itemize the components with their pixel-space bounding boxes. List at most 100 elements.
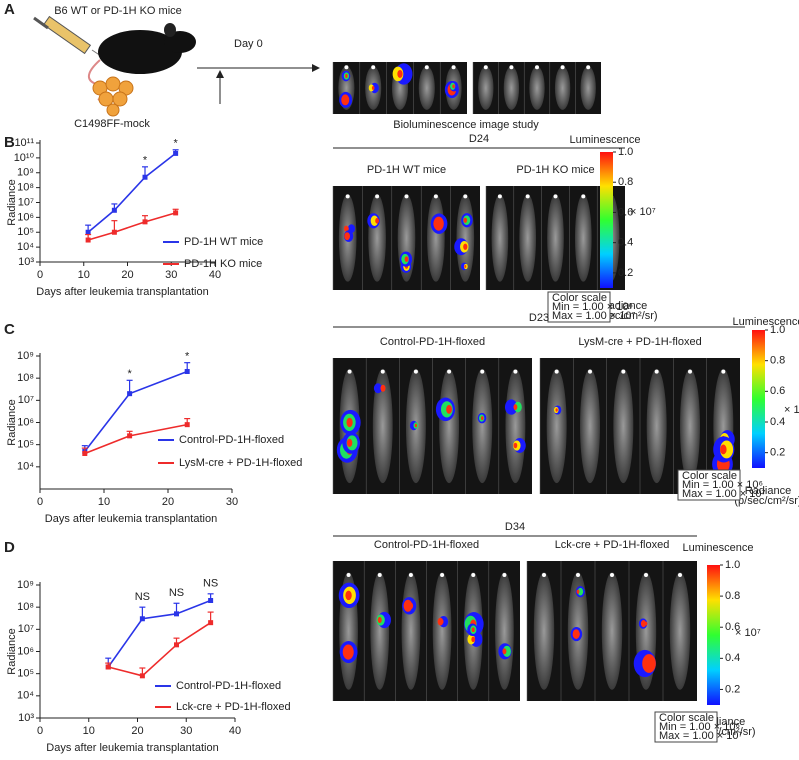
point [184,422,190,428]
signal [463,243,468,250]
x-tick-label: 20 [121,269,133,281]
x-tick-label: 30 [180,725,192,737]
mouse-head-signal [424,65,429,70]
signal [370,215,379,226]
mouse-head-signal [471,573,476,577]
mouse-head-signal [621,369,626,374]
mouse [491,194,509,282]
colorbar-tick-label: 0.4 [770,416,785,428]
signal [345,74,348,78]
signal [408,602,414,610]
mouse-head-signal [345,194,350,199]
panel-letter: A [4,1,15,18]
annotation: NS [169,587,184,599]
point [174,642,179,648]
mouse-head-signal [509,65,514,70]
color-scale-text: Color scale [552,292,607,304]
mouse [546,368,567,484]
point [127,433,133,439]
annotation: NS [203,578,218,590]
day-label: Day 0 [234,38,263,50]
signal [640,620,647,628]
series-line [87,152,177,233]
colorbar [752,330,765,468]
colorbar [600,152,613,288]
signal [381,386,385,391]
x-tick-label: 40 [229,725,241,737]
point [208,597,214,603]
color-scale-text: Max = 1.00 × 10⁷ [552,310,635,322]
signal [452,84,455,89]
mouse [495,572,514,690]
mouse-head-signal [377,573,382,577]
mouse-head-signal [535,65,539,70]
signal [502,648,507,655]
mouse-head-signal [588,369,592,374]
legend-label: Control-PD-1H-floxed [179,434,284,446]
signal [577,587,584,596]
signal [440,619,444,624]
colorbar-tick-label: 0.6 [770,385,785,397]
mouse [427,194,445,282]
y-tick-label: 10⁶ [17,211,34,223]
color-scale-text: Max = 1.00 × 10⁷ [682,488,765,500]
signal [471,636,476,643]
y-tick-label: 10⁴ [17,461,34,473]
colorbar-multiplier: × 10⁷ [735,627,761,639]
point [208,620,214,626]
mouse-head-signal [440,573,445,577]
mouse-head-signal [404,194,409,199]
signal [513,404,518,410]
mouse [472,368,493,484]
mouse-head-signal [346,573,351,577]
colorbar-unit: (p/sec/cm²/sr) [734,495,799,507]
color-scale-text: Min = 1.00 × 10⁶ [552,301,633,313]
x-axis-label: Days after leukemia transplantation [45,513,217,525]
mouse [370,572,390,690]
mouse [580,66,596,110]
y-tick-label: 10⁷ [18,623,34,635]
colorbar-title: Luminescence [683,542,754,554]
signal [642,658,650,669]
y-tick-label: 10⁵ [17,668,34,680]
mouse [519,194,537,282]
mouse [533,572,555,690]
y-tick-label: 10⁹ [17,350,34,362]
point [173,210,179,216]
colorbar-tick-label: 0.6 [725,621,740,633]
colorbar-tick-label: 0.2 [618,267,633,279]
signal [375,217,379,224]
x-tick-label: 10 [98,496,110,508]
mouse-head-signal [480,369,485,374]
mouse-head-signal [721,369,726,374]
signal [471,627,475,633]
mouse [503,66,520,110]
mouse-head-signal [451,65,456,70]
legend-label: Control-PD-1H-floxed [176,680,281,692]
signal [414,423,418,428]
signal [371,85,375,90]
group-label: LysM-cre + PD-1H-floxed [578,336,701,348]
x-tick-label: 0 [37,496,43,508]
group-label: Lck-cre + PD-1H-floxed [555,539,670,551]
mouse [418,66,435,110]
signal [644,621,648,626]
series-line [107,599,211,668]
signal [346,234,350,239]
mouse-head-signal [483,65,488,70]
x-tick-label: 0 [37,269,43,281]
point [85,237,91,243]
colorbar-tick-label: 1.0 [770,324,785,336]
signal [373,383,383,394]
signal [504,399,518,415]
signal [446,404,453,414]
x-axis-label: Days after leukemia transplantation [46,742,218,754]
x-tick-label: 0 [37,725,43,737]
mouse-head-signal [581,194,586,199]
point [82,450,88,456]
point [139,673,145,679]
signal [576,589,580,594]
signal [345,647,352,657]
y-tick-label: 10⁸ [17,182,34,194]
x-tick-label: 30 [226,496,238,508]
